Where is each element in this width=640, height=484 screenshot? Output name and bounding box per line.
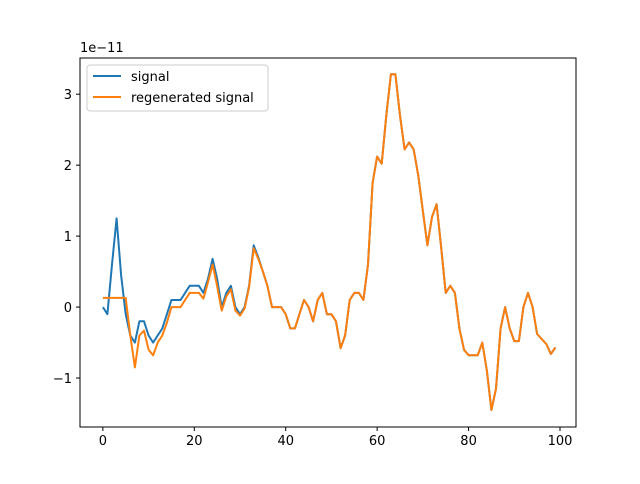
- y-tick-label: 3: [64, 88, 72, 103]
- y-axis: −1 0 1 2 3: [53, 88, 80, 387]
- y-tick-label: 0: [64, 301, 72, 316]
- x-tick-label: 100: [548, 434, 573, 449]
- legend-label-signal: signal: [131, 70, 169, 85]
- series-line-signal: [102, 73, 557, 411]
- legend: signal regenerated signal: [86, 64, 269, 112]
- x-tick-label: 60: [369, 434, 386, 449]
- y-tick-label: 2: [64, 159, 72, 174]
- axes-frame: [79, 57, 577, 428]
- x-tick-label: 80: [460, 434, 477, 449]
- x-tick-label: 20: [186, 434, 203, 449]
- series-line-regenerated-signal: [102, 73, 557, 411]
- series-layer: [102, 73, 557, 411]
- legend-label-regenerated-signal: regenerated signal: [131, 91, 254, 106]
- y-tick-label: 1: [64, 230, 72, 245]
- y-tick-label: −1: [53, 372, 72, 387]
- x-tick-label: 0: [99, 434, 107, 449]
- x-axis: 0 20 40 60 80 100: [99, 427, 573, 449]
- legend-box: [86, 64, 269, 112]
- y-offset-label: 1e−11: [80, 41, 124, 56]
- x-tick-label: 40: [277, 434, 294, 449]
